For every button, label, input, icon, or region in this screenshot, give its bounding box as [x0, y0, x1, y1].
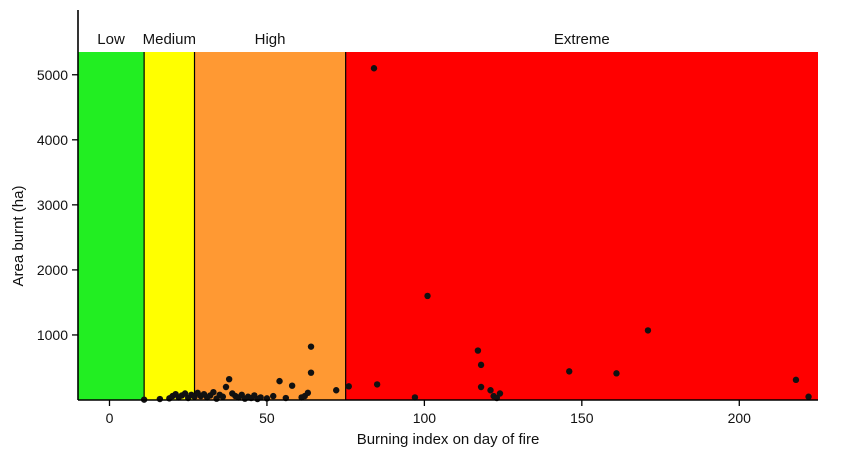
data-point: [792, 376, 800, 384]
x-tick-label: 50: [259, 410, 275, 426]
data-point: [257, 394, 264, 401]
y-tick-label: 3000: [37, 197, 68, 213]
data-point: [219, 393, 227, 400]
data-point: [424, 292, 431, 300]
data-point: [496, 390, 504, 397]
zone-label-high: High: [255, 31, 286, 48]
x-tick-label: 150: [570, 410, 594, 426]
data-point: [373, 381, 381, 388]
data-point: [304, 389, 312, 397]
y-tick-label: 1000: [37, 327, 68, 343]
data-point: [411, 394, 419, 401]
data-point: [477, 361, 485, 369]
data-point: [345, 383, 353, 390]
zone-high: [194, 52, 346, 400]
data-point: [222, 383, 230, 391]
x-tick-label: 0: [106, 410, 114, 426]
data-point: [644, 327, 652, 334]
data-point: [613, 370, 620, 377]
data-point: [210, 388, 217, 396]
data-points: [140, 65, 812, 403]
x-tick-label: 200: [728, 410, 752, 426]
data-point: [566, 368, 573, 375]
data-point: [288, 382, 296, 389]
zone-label-medium: Medium: [143, 31, 196, 48]
y-tick-label: 2000: [37, 262, 68, 278]
zone-label-low: Low: [97, 31, 125, 48]
data-point: [805, 393, 812, 400]
data-point: [370, 65, 378, 72]
data-point: [181, 390, 189, 397]
zone-medium: [144, 52, 195, 400]
x-axis-ticks: 0 50 100 150 200: [106, 400, 752, 426]
y-tick-label: 5000: [37, 67, 68, 83]
data-point: [276, 377, 283, 385]
y-tick-label: 4000: [37, 132, 68, 148]
data-point: [307, 343, 315, 350]
data-point: [333, 387, 340, 394]
x-axis-title: Burning index on day of fire: [357, 431, 540, 448]
data-point: [307, 369, 315, 376]
data-point: [270, 392, 277, 400]
y-axis-title: Area burnt (ha): [10, 186, 27, 287]
data-point: [156, 395, 164, 403]
data-point: [474, 347, 482, 354]
x-tick-label: 100: [413, 410, 437, 426]
data-point: [225, 375, 233, 383]
hazard-zones: [78, 52, 818, 400]
y-axis-ticks: 1000 2000 3000 4000 5000: [37, 67, 78, 343]
zone-label-extreme: Extreme: [554, 31, 610, 48]
zone-extreme: [345, 52, 818, 400]
data-point: [477, 383, 485, 391]
zone-low: [78, 52, 145, 400]
data-point: [487, 387, 494, 394]
zone-labels: Low Medium High Extreme: [97, 31, 609, 48]
